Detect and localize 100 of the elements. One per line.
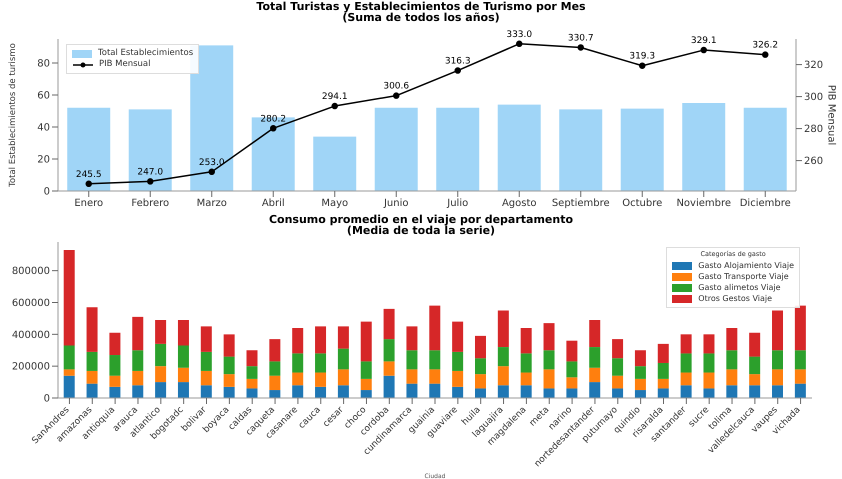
bar	[680, 353, 692, 373]
point	[208, 168, 215, 176]
bar	[200, 385, 212, 398]
bar	[544, 369, 555, 388]
bar	[544, 350, 555, 370]
bar	[338, 385, 349, 398]
bar	[634, 390, 646, 398]
bar	[338, 348, 349, 370]
bar	[86, 370, 98, 384]
bar	[559, 109, 602, 191]
bar	[520, 372, 532, 386]
bar	[155, 344, 166, 366]
point	[516, 40, 522, 48]
data-label: 247.0	[137, 167, 164, 178]
data-label: 333.0	[506, 30, 532, 40]
bar	[794, 350, 806, 370]
data-label: 326.2	[752, 40, 778, 51]
bar	[429, 350, 440, 370]
bar	[86, 384, 98, 398]
bar	[680, 385, 692, 398]
data-label: 300.6	[383, 82, 410, 92]
bar	[178, 382, 189, 398]
bar	[313, 136, 356, 191]
point	[578, 44, 584, 51]
data-label: 245.5	[76, 170, 102, 180]
bar	[178, 345, 189, 368]
y-tick-label: 0	[44, 186, 50, 198]
data-label: 280.2	[260, 114, 286, 124]
y2-tick-label: 260	[804, 156, 824, 168]
bar	[224, 386, 235, 398]
bar	[109, 355, 120, 376]
x-tick-label: Abril	[262, 198, 285, 210]
bar	[64, 369, 75, 376]
y2-tick-label: 300	[804, 92, 824, 104]
bar	[360, 390, 372, 398]
bar	[794, 369, 806, 384]
bar	[566, 361, 578, 378]
bar	[178, 320, 189, 346]
bar	[360, 378, 372, 390]
bar	[634, 350, 646, 366]
bar	[772, 350, 784, 370]
bar	[498, 347, 509, 366]
bar	[360, 322, 372, 362]
y-tick-label: 600000	[12, 298, 50, 310]
y-tick-label: 0	[44, 394, 50, 405]
bar	[498, 385, 509, 398]
bar	[338, 326, 349, 349]
bar	[292, 353, 304, 373]
bar	[658, 388, 669, 398]
y-tick-label: 800000	[12, 266, 50, 278]
x-tick-label: Diciembre	[740, 198, 791, 210]
bar	[474, 336, 486, 358]
bar	[338, 369, 349, 386]
bar	[109, 332, 120, 356]
x-tick-label: Marzo	[196, 198, 227, 210]
bar	[794, 306, 806, 350]
point	[332, 102, 338, 110]
bar	[155, 320, 166, 344]
bar	[200, 326, 212, 352]
x-tick-label: Noviembre	[676, 198, 732, 210]
point	[700, 46, 707, 54]
data-label: 294.1	[322, 92, 348, 102]
bar	[612, 358, 624, 376]
bar	[452, 352, 464, 371]
bar	[132, 316, 144, 350]
bar	[794, 384, 806, 398]
legend-label: Gasto Alojamiento Viaje	[698, 261, 794, 270]
bar	[374, 108, 418, 191]
bar	[544, 323, 555, 350]
bar	[726, 385, 738, 398]
bar	[566, 340, 578, 362]
y2-tick-label: 280	[804, 124, 824, 136]
bar	[360, 361, 372, 379]
bar	[474, 374, 486, 388]
bar	[64, 250, 75, 346]
bar	[67, 108, 110, 191]
bar	[703, 372, 714, 388]
point	[762, 51, 768, 58]
bar	[749, 332, 760, 357]
y-tick-label: 80	[37, 58, 50, 70]
bar	[224, 356, 235, 374]
bar	[452, 386, 464, 398]
bar	[178, 368, 189, 382]
bar	[744, 108, 787, 191]
bar	[452, 370, 464, 387]
bar	[726, 369, 738, 386]
bar	[132, 350, 144, 371]
bar	[429, 384, 440, 398]
x-tick-label: Octubre	[622, 198, 662, 210]
bar	[155, 382, 166, 398]
bar	[406, 350, 418, 370]
bar	[589, 320, 600, 348]
bar	[315, 386, 326, 398]
y-axis-title: Total Establecimientos de turismo	[8, 43, 18, 188]
chart-subtitle: (Media de toda la serie)	[346, 224, 496, 237]
bar	[658, 378, 669, 388]
point	[454, 67, 461, 74]
bar	[589, 347, 600, 368]
legend-label: Total Establecimientos	[98, 48, 194, 58]
bar	[406, 369, 418, 384]
